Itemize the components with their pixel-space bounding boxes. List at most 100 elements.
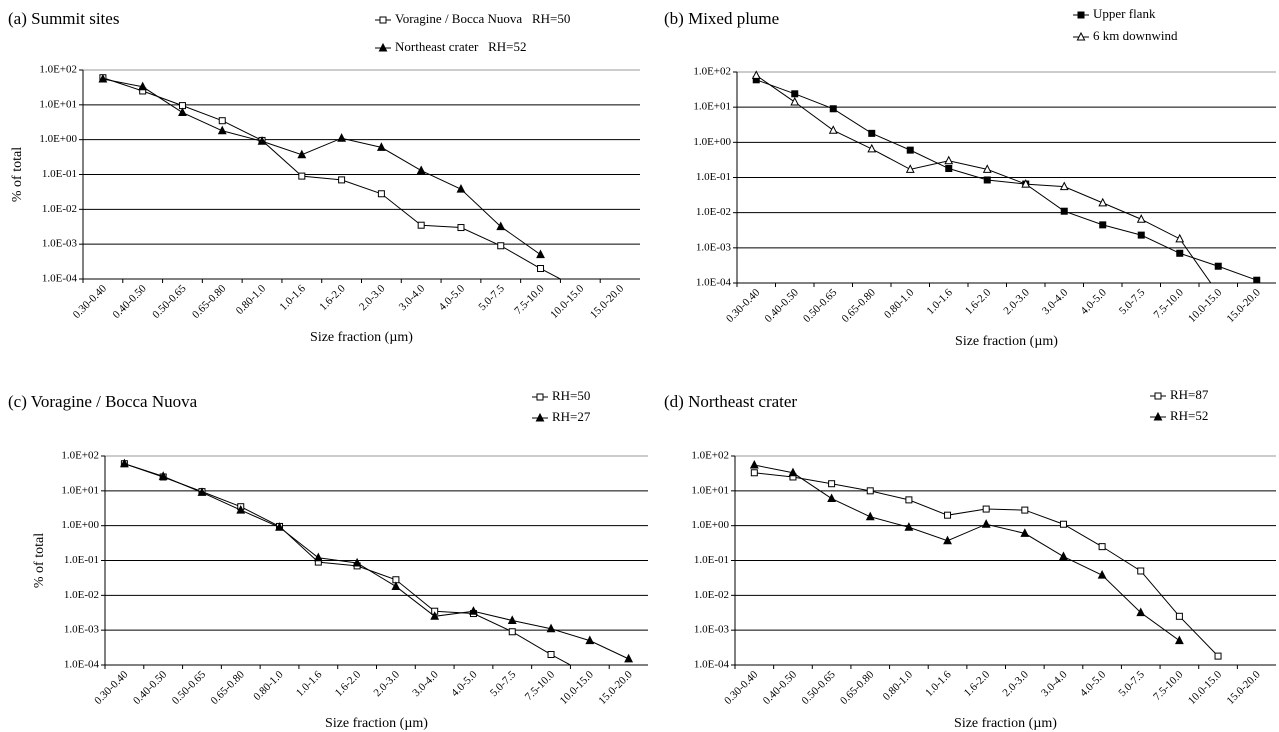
panel: (b) Mixed plume 1.0E-04 1.0E-03 1.0E-02 1.0E… xyxy=(664,6,1276,349)
legend-label: 6 km downwind xyxy=(1093,28,1178,43)
y-tick-label: 1.0E-01 xyxy=(696,171,731,183)
marker xyxy=(829,105,837,113)
x-axis-label: Size fraction (µm) xyxy=(955,334,1058,349)
marker xyxy=(828,125,838,134)
legend-label: RH=27 xyxy=(552,409,591,424)
x-axis-label: Size fraction (µm) xyxy=(325,716,428,731)
x-axis-label: Size fraction (µm) xyxy=(310,330,413,345)
marker xyxy=(1137,231,1145,239)
x-tick-label: 1.0-1.6 xyxy=(294,668,325,699)
x-tick-label: 2.0-3.0 xyxy=(1000,668,1031,699)
marker xyxy=(338,176,346,184)
marker xyxy=(313,552,323,562)
y-tick-label: 1.0E-03 xyxy=(42,238,78,250)
x-tick-label: 0.30-0.40 xyxy=(724,286,763,325)
marker xyxy=(391,581,401,590)
x-tick-label: 4.0-5.0 xyxy=(437,282,468,313)
x-tick-label: 5.0-7.5 xyxy=(476,282,507,313)
marker xyxy=(275,522,284,531)
x-tick-label: 3.0-4.0 xyxy=(410,668,441,699)
y-tick-label: 1.0E+01 xyxy=(691,484,729,496)
y-tick-label: 1.0E-04 xyxy=(696,277,732,289)
x-tick-label: 3.0-4.0 xyxy=(1040,286,1071,317)
x-tick-label: 4.0-5.0 xyxy=(1078,286,1109,317)
marker xyxy=(537,265,545,273)
y-tick-label: 1.0E+02 xyxy=(693,66,731,78)
marker xyxy=(1174,635,1184,645)
marker xyxy=(750,469,758,477)
x-tick-label: 0.80-1.0 xyxy=(882,286,917,321)
x-tick-label: 4.0-5.0 xyxy=(1078,668,1109,699)
y-tick-label: 1.0E-04 xyxy=(694,659,730,671)
panel: (d) Northeast crater 1.0E-04 1.0E-03 1.0E-0… xyxy=(664,387,1276,731)
marker xyxy=(867,143,877,153)
marker xyxy=(1176,249,1184,257)
marker xyxy=(1059,520,1067,528)
x-tick-label: 0.50-0.65 xyxy=(150,282,189,321)
y-tick-label: 1.0E-01 xyxy=(42,168,77,180)
chart-title: (d) Northeast crater xyxy=(664,392,797,411)
marker xyxy=(828,480,836,488)
marker xyxy=(1059,181,1069,191)
marker xyxy=(905,496,913,504)
marker xyxy=(981,519,991,528)
x-tick-label: 0.30-0.40 xyxy=(71,282,110,321)
x-tick-label: 5.0-7.5 xyxy=(1116,668,1147,699)
y-tick-label: 1.0E-02 xyxy=(696,206,731,218)
y-tick-label: 1.0E-03 xyxy=(696,241,732,253)
marker xyxy=(456,184,466,193)
marker xyxy=(416,165,426,175)
series-line xyxy=(756,79,1257,281)
y-tick-label: 1.0E-02 xyxy=(42,203,77,215)
legend-label: RH=50 xyxy=(552,388,590,403)
y-tick-label: 1.0E+01 xyxy=(61,484,99,496)
x-tick-label: 15.0-20.0 xyxy=(1225,286,1264,325)
marker xyxy=(535,412,545,422)
marker xyxy=(1021,178,1031,188)
series-line xyxy=(102,77,562,279)
panel: (a) Summit sites 1.0E-04 1.0E-03 1.0E-02 1.0… xyxy=(8,9,640,345)
marker xyxy=(1214,262,1222,270)
marker xyxy=(983,176,991,184)
marker xyxy=(1153,411,1163,421)
x-tick-label: 5.0-7.5 xyxy=(1117,286,1148,317)
x-tick-label: 1.0-1.6 xyxy=(923,668,954,699)
series-line xyxy=(755,74,1212,283)
series-line xyxy=(102,78,541,256)
marker xyxy=(497,242,505,250)
x-tick-label: 0.50-0.65 xyxy=(801,286,840,325)
x-tick-label: 0.40-0.50 xyxy=(110,282,149,321)
marker xyxy=(827,493,837,503)
y-tick-label: 1.0E-02 xyxy=(64,589,99,601)
marker xyxy=(791,90,799,98)
marker xyxy=(788,467,798,477)
x-tick-label: 10.0-15.0 xyxy=(558,668,597,707)
marker xyxy=(417,221,425,229)
marker xyxy=(944,511,952,519)
x-tick-label: 0.40-0.50 xyxy=(131,668,170,707)
x-tick-label: 10.0-15.0 xyxy=(548,282,587,321)
marker xyxy=(982,505,990,513)
chart-title: (a) Summit sites xyxy=(8,9,119,28)
series-line xyxy=(754,464,1180,642)
x-tick-label: 0.50-0.65 xyxy=(170,668,209,707)
marker xyxy=(376,142,386,151)
marker xyxy=(1137,567,1145,575)
x-tick-label: 0.80-1.0 xyxy=(251,668,286,703)
marker xyxy=(1136,607,1146,617)
marker xyxy=(749,459,759,469)
marker xyxy=(119,458,129,468)
x-tick-label: 1.6-2.0 xyxy=(333,668,364,699)
y-tick-label: 1.0E-03 xyxy=(694,624,730,636)
y-tick-label: 1.0E+02 xyxy=(39,64,77,76)
series-line xyxy=(124,463,629,660)
marker xyxy=(1253,276,1261,283)
y-tick-label: 1.0E+02 xyxy=(691,450,729,462)
panel: (c) Voragine / Bocca Nuova 1.0E-04 1.0E-03… xyxy=(8,388,648,731)
marker xyxy=(1098,197,1108,207)
marker xyxy=(496,221,506,231)
x-tick-label: 5.0-7.5 xyxy=(488,668,519,699)
x-tick-label: 3.0-4.0 xyxy=(1039,668,1070,699)
x-tick-label: 15.0-20.0 xyxy=(1224,668,1263,707)
